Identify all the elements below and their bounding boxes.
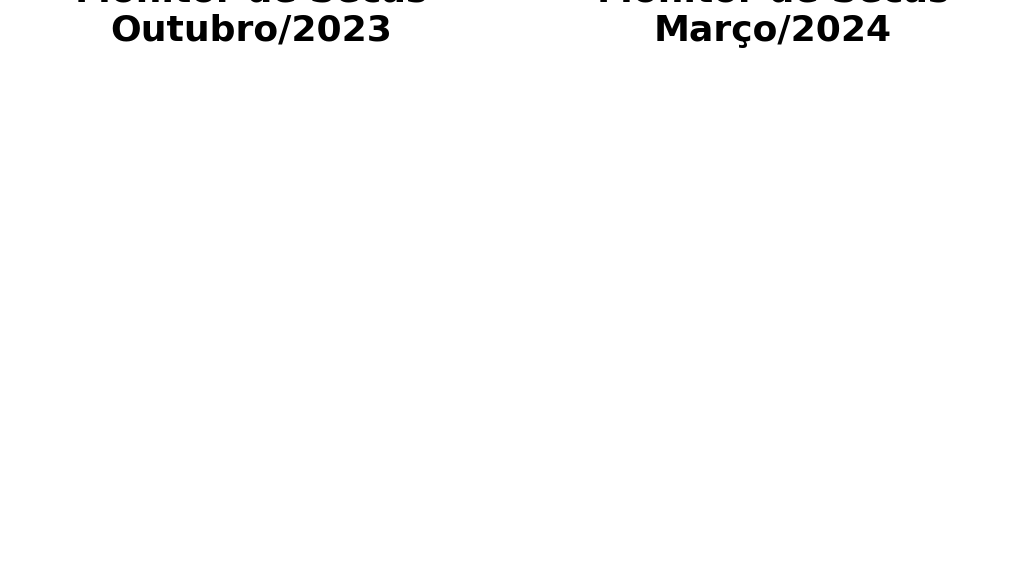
Text: Monitor de Secas
Outubro/2023: Monitor de Secas Outubro/2023: [75, 0, 427, 48]
Text: Monitor de Secas
Março/2024: Monitor de Secas Março/2024: [597, 0, 949, 48]
